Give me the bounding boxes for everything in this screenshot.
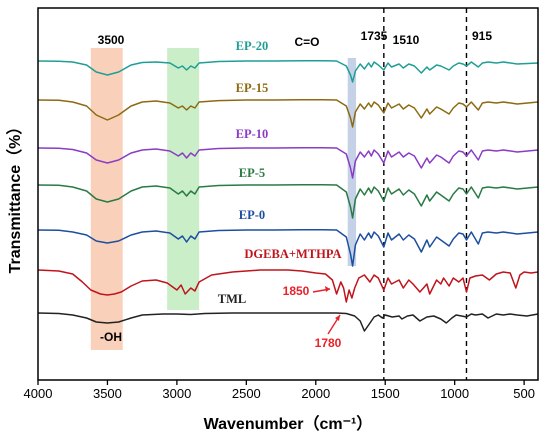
band-label: 1735	[361, 29, 388, 43]
series-label: EP-5	[239, 166, 265, 180]
series-label: EP-10	[236, 127, 269, 141]
spectrum-line	[37, 312, 539, 332]
series-label: EP-15	[236, 81, 269, 95]
arrow-1850-head	[325, 286, 330, 292]
chart-labels: 3500 1735 1510 915 EP-20 EP-15 EP-10 EP-5 EP-0 DG…	[98, 29, 493, 350]
x-tick-label: 3500	[93, 386, 122, 401]
reference-line-label: 915	[472, 29, 492, 43]
series-label: DGEBA+MTHPA	[244, 247, 341, 261]
highlight-band	[347, 58, 357, 266]
annotation-label: C=O	[294, 35, 319, 49]
spectrum-line	[37, 184, 539, 219]
series-label: TML	[218, 292, 246, 306]
reference-lines	[383, 8, 468, 380]
annotation-label: 1780	[315, 336, 342, 350]
series-label: EP-20	[236, 39, 269, 53]
arrow-1780-head	[335, 315, 340, 321]
spectrum-line	[37, 147, 539, 179]
x-tick-label: 500	[513, 386, 535, 401]
annotation-label: -OH	[100, 330, 122, 344]
x-tick-label: 2000	[301, 386, 330, 401]
y-axis-title: Transmittance（%）	[6, 119, 24, 274]
plot-frame	[37, 7, 539, 381]
spectrum-line	[37, 269, 539, 303]
band-label: 3500	[98, 33, 125, 47]
reference-line-label: 1510	[393, 33, 420, 47]
x-tick-label: 2500	[232, 386, 261, 401]
spectrum-line	[37, 99, 539, 128]
x-tick-label: 1500	[371, 386, 400, 401]
x-axis-title: Wavenumber（cm⁻¹）	[204, 415, 373, 433]
highlight-band	[167, 48, 200, 310]
series-label: EP-0	[239, 208, 265, 222]
spectrum-line	[37, 229, 539, 267]
annotation-label: 1850	[283, 284, 310, 298]
x-tick-label: 4000	[24, 386, 53, 401]
spectrum-line	[37, 59, 539, 83]
x-axis-ticks: 4000 3500 3000 2500 2000 1500 1000 500	[24, 380, 535, 401]
spectra-curves	[37, 59, 539, 332]
x-tick-label: 3000	[162, 386, 191, 401]
x-tick-label: 1000	[440, 386, 469, 401]
